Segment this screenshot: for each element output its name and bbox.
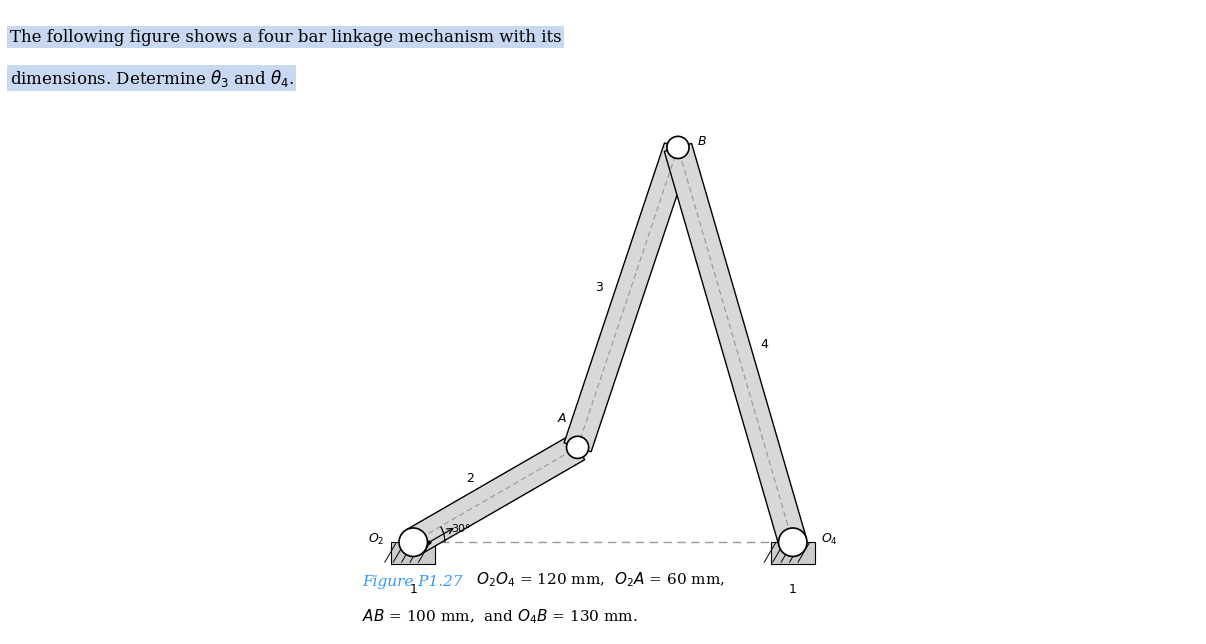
Polygon shape [564, 143, 691, 452]
Text: The following figure shows a four bar linkage mechanism with its: The following figure shows a four bar li… [10, 29, 561, 46]
Text: Figure P1.27: Figure P1.27 [362, 575, 467, 589]
Bar [771, 542, 815, 564]
Circle shape [667, 137, 689, 158]
Polygon shape [665, 144, 807, 546]
Text: $B$: $B$ [697, 135, 707, 147]
Bar [391, 542, 435, 564]
Circle shape [399, 528, 427, 556]
Circle shape [567, 436, 589, 459]
Text: dimensions. Determine $\theta_3$ and $\theta_4$.: dimensions. Determine $\theta_3$ and $\t… [10, 68, 294, 89]
Text: $O_2$: $O_2$ [368, 531, 385, 547]
Text: $O_4$: $O_4$ [821, 531, 838, 547]
Circle shape [779, 528, 807, 556]
Text: 4: 4 [760, 338, 768, 352]
Text: $AB$ = 100 mm,  and $O_4B$ = 130 mm.: $AB$ = 100 mm, and $O_4B$ = 130 mm. [362, 607, 637, 626]
Text: $A$: $A$ [557, 412, 567, 425]
Text: 3: 3 [596, 281, 603, 294]
Text: 1: 1 [789, 583, 797, 596]
Text: 2: 2 [467, 473, 474, 486]
Polygon shape [406, 435, 585, 554]
Text: $O_2O_4$ = 120 mm,  $O_2A$ = 60 mm,: $O_2O_4$ = 120 mm, $O_2A$ = 60 mm, [476, 571, 726, 589]
Text: 30°: 30° [451, 524, 470, 535]
Text: 1: 1 [409, 583, 417, 596]
